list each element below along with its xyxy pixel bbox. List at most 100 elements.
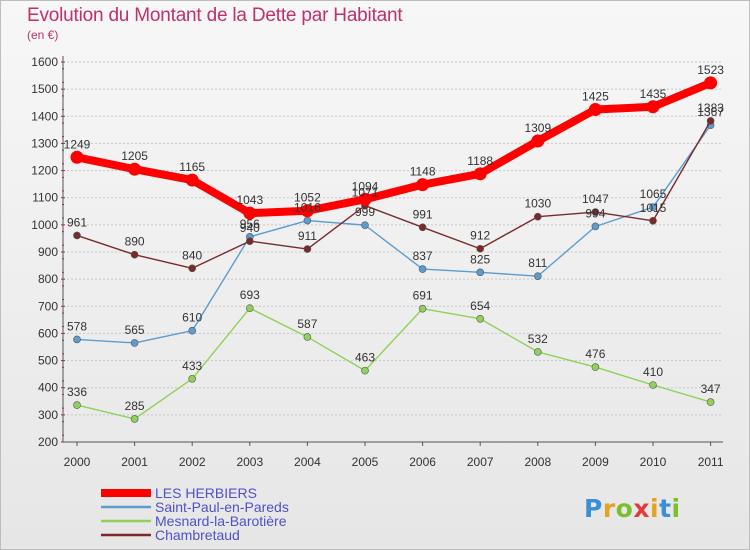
data-labels: 1249 1205 1165 1043 1052 1094 1148 1188 1309 1425… [64, 63, 725, 413]
data-label: 1435 [640, 87, 667, 101]
data-label: 1425 [582, 90, 609, 104]
data-label: 956 [240, 217, 260, 231]
x-tick-label: 2007 [467, 455, 494, 469]
data-point [300, 204, 314, 218]
data-label: 587 [297, 317, 317, 331]
legend-label: LES HERBIERS [155, 485, 257, 501]
y-tick-label: 1000 [31, 218, 58, 232]
y-tick-label: 1100 [32, 191, 58, 205]
data-label: 991 [413, 207, 433, 221]
data-label: 1148 [410, 165, 436, 179]
data-point [649, 216, 657, 225]
legend-label: Mesnard-la-Barotière [155, 513, 287, 529]
x-tick-label: 2008 [524, 455, 551, 469]
data-point [533, 348, 542, 356]
x-tick-label: 2005 [352, 455, 379, 469]
data-point [358, 192, 372, 206]
data-label: 433 [182, 359, 202, 373]
data-label: 940 [240, 221, 260, 235]
data-label: 1383 [697, 101, 724, 115]
y-tick-label: 900 [38, 245, 58, 259]
data-point [646, 100, 660, 114]
data-point [416, 178, 430, 192]
series-line [76, 307, 712, 420]
data-point [418, 304, 427, 313]
data-point [130, 250, 139, 259]
data-label: 1249 [64, 137, 91, 151]
data-label: 1094 [352, 179, 379, 193]
legend-label: Chambretaud [155, 527, 240, 543]
x-tick-label: 2002 [179, 455, 206, 469]
data-point [303, 216, 312, 225]
chart-title: Evolution du Montant de la Dette par Hab… [27, 5, 403, 26]
series-layer [70, 76, 718, 423]
data-point [706, 117, 715, 125]
logo-letter: P [584, 494, 603, 523]
data-label: 961 [67, 215, 87, 229]
series-line [76, 124, 712, 344]
y-tick-label: 700 [38, 299, 58, 313]
x-tick-label: 2006 [409, 455, 436, 469]
data-label: 578 [67, 319, 87, 333]
x-tick-label: 2011 [698, 455, 724, 469]
data-label: 336 [67, 385, 87, 399]
data-point [476, 314, 485, 323]
data-label: 565 [125, 323, 145, 337]
data-point [185, 173, 199, 187]
data-label: 1165 [179, 160, 205, 174]
y-tick-label: 500 [38, 354, 58, 368]
legend-label: Saint-Paul-en-Pareds [155, 499, 289, 515]
data-label: 994 [585, 206, 605, 220]
y-tick-label: 800 [38, 272, 58, 286]
data-label: 1047 [582, 192, 609, 206]
y-tick-label: 200 [38, 435, 58, 449]
data-label: 691 [413, 289, 433, 303]
data-label: 912 [470, 229, 490, 243]
logo-letter: o [615, 494, 634, 523]
logo-letter: i [650, 494, 660, 523]
data-point [649, 203, 657, 212]
chart-unit-label: (en €) [27, 28, 59, 42]
data-label: 1188 [467, 154, 493, 168]
data-point [591, 363, 600, 371]
data-label: 610 [182, 311, 202, 325]
data-point [704, 76, 718, 90]
data-point [243, 206, 257, 220]
data-point [591, 222, 600, 231]
x-tick-label: 2000 [64, 455, 91, 469]
data-point [531, 134, 545, 148]
data-label: 463 [355, 351, 375, 365]
data-label: 1205 [121, 149, 148, 163]
proxiti-logo: Proxiti [584, 494, 681, 523]
series-line [76, 120, 712, 269]
y-tick-label: 1600 [31, 55, 58, 69]
data-point [591, 208, 600, 216]
data-point [128, 162, 142, 176]
y-tick-label: 1200 [31, 164, 58, 178]
data-label: 476 [585, 347, 605, 361]
data-point [246, 304, 254, 312]
data-label: 347 [701, 382, 721, 396]
data-point [303, 245, 312, 253]
data-point [130, 415, 139, 423]
x-tick-label: 2010 [640, 455, 667, 469]
data-label: 1043 [236, 193, 263, 207]
y-tick-label: 300 [38, 408, 58, 422]
data-point [361, 366, 369, 375]
data-label: 1015 [640, 201, 667, 215]
data-point [418, 265, 427, 273]
data-label: 890 [125, 235, 145, 249]
data-point [361, 221, 369, 229]
legend: LES HERBIERSSaint-Paul-en-ParedsMesnard-… [101, 485, 289, 543]
logo-letter: i [671, 494, 681, 523]
grid [63, 61, 723, 443]
data-label: 825 [470, 252, 490, 266]
data-label: 285 [125, 399, 145, 413]
data-label: 1065 [640, 187, 667, 201]
logo-letter: r [602, 494, 616, 523]
data-label: 532 [528, 332, 548, 346]
data-label: 999 [355, 205, 375, 219]
data-label: 1071 [352, 186, 379, 200]
x-tick-label: 2001 [121, 455, 148, 469]
